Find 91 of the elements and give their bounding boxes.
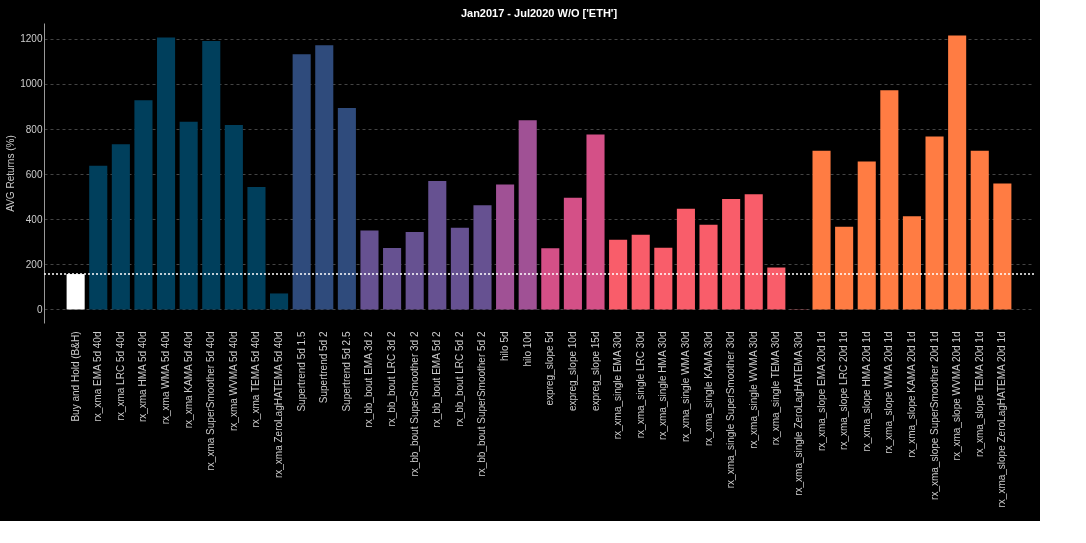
x-tick-label: rx_xma_slope TEMA 20d 1d: [973, 331, 985, 457]
y-tick-label: 1200: [20, 33, 43, 45]
x-tick-label: rx_xma TEMA 5d 40d: [250, 331, 262, 428]
bar: [202, 41, 221, 310]
x-tick-label: rx_bb_bout EMA 5d 2: [431, 331, 443, 428]
x-tick-label: rx_xma_slope KAMA 20d 1d: [905, 331, 917, 458]
bar: [518, 120, 537, 310]
bar: [315, 45, 334, 310]
x-tick-label: rx_xma_slope WVMA 20d 1d: [951, 331, 963, 461]
bar: [541, 248, 560, 310]
bar: [812, 150, 831, 310]
chart-title: Jan2017 - Jul2020 W/O ['ETH']: [460, 7, 618, 19]
bar: [157, 37, 176, 310]
y-tick-label: 0: [36, 303, 43, 315]
bar: [383, 248, 402, 310]
x-tick-label: Buy and Hold (B&H): [69, 331, 81, 422]
x-tick-label: rx_xma_slope LRC 20d 1d: [838, 331, 850, 450]
x-tick-label: expreg_slope 5d: [544, 331, 556, 406]
x-tick-label: rx_xma_single WMA 30d: [679, 331, 691, 443]
y-tick-label: 200: [25, 258, 43, 270]
bar: [111, 144, 130, 310]
x-tick-label: expreg_slope 15d: [589, 331, 601, 412]
bar: [405, 232, 424, 310]
x-tick-label: Supertrend 5d 2: [318, 331, 330, 404]
x-tick-label: rx_xma_single TEMA 30d: [770, 331, 782, 446]
bar: [857, 161, 876, 310]
bar: [224, 124, 243, 310]
x-tick-label: rx_xma_single LRC 30d: [634, 331, 646, 439]
x-tick-label: rx_xma WMA 5d 40d: [160, 331, 172, 425]
bar: [428, 181, 447, 310]
bar: [247, 186, 266, 310]
x-tick-label: rx_xma_slope EMA 20d 1d: [815, 331, 827, 452]
bar: [902, 216, 921, 310]
bar: [767, 267, 786, 310]
x-tick-label: rx_xma HMA 5d 40d: [137, 331, 149, 423]
x-tick-label: rx_xma_single HMA 30d: [657, 331, 669, 440]
x-tick-label: rx_xma_single SuperSmoother 30d: [725, 331, 737, 489]
bar: [631, 234, 650, 310]
x-tick-label: hilo 10d: [521, 331, 533, 367]
bar: [496, 184, 515, 310]
x-tick-label: hilo 5d: [499, 331, 511, 361]
bar: [270, 293, 289, 310]
bar: [179, 121, 198, 310]
x-tick-label: rx_xma_slope WMA 20d 1d: [883, 331, 895, 454]
bar: [586, 134, 605, 310]
x-tick-label: Supertrend 5d 2.5: [340, 331, 352, 412]
y-axis-title: AVG Returns (%): [5, 135, 17, 212]
x-tick-label: expreg_slope 10d: [566, 331, 578, 412]
x-tick-label: rx_bb_bout LRC 3d 2: [386, 331, 398, 427]
y-tick-label: 400: [25, 213, 43, 225]
x-tick-label: rx_xma_slope ZeroLagHATEMA 20d 1d: [996, 331, 1008, 508]
bar: [473, 205, 492, 310]
x-tick-label: rx_xma WVMA 5d 40d: [227, 331, 239, 431]
bar: [563, 197, 582, 310]
bar: [676, 208, 695, 310]
bar: [134, 100, 153, 310]
x-tick-label: rx_xma KAMA 5d 40d: [182, 331, 194, 429]
bar: [880, 90, 899, 310]
bar: [699, 224, 718, 310]
bar: [450, 227, 469, 310]
x-tick-label: rx_bb_bout EMA 3d 2: [363, 331, 375, 428]
x-tick-label: rx_xma LRC 5d 40d: [114, 331, 126, 421]
x-tick-label: rx_xma_slope HMA 20d 1d: [860, 331, 872, 452]
x-tick-label: rx_xma_slope SuperSmoother 20d 1d: [928, 331, 940, 500]
x-tick-label: rx_bb_bout LRC 5d 2: [453, 331, 465, 427]
bar: [89, 165, 108, 310]
x-tick-label: rx_bb_bout SuperSmoother 3d 2: [408, 331, 420, 477]
y-tick-label: 1000: [20, 78, 43, 90]
x-tick-label: Supertrend 5d 1.5: [295, 331, 307, 412]
x-tick-label: rx_xma_single EMA 30d: [612, 331, 624, 440]
x-tick-label: rx_xma_single KAMA 30d: [702, 331, 714, 447]
bar: [337, 108, 356, 310]
bar: [948, 35, 967, 310]
bar: [993, 183, 1012, 310]
x-tick-label: rx_xma EMA 5d 40d: [92, 331, 104, 422]
x-tick-label: rx_bb_bout SuperSmoother 5d 2: [476, 331, 488, 477]
bar: [609, 239, 628, 310]
x-tick-label: rx_xma_single WVMA 30d: [747, 331, 759, 449]
bar: [292, 54, 311, 310]
bar: [970, 150, 989, 310]
bar: [835, 226, 854, 310]
x-tick-label: rx_xma SuperSmoother 5d 40d: [205, 331, 217, 471]
bar: [744, 194, 763, 310]
bar: [925, 136, 944, 310]
bar: [654, 247, 673, 310]
bar: [360, 230, 379, 310]
bar: [722, 198, 741, 310]
x-tick-label: rx_xma_single ZeroLagHATEMA 30d: [792, 331, 804, 496]
x-tick-label: rx_xma ZeroLagHATEMA 5d 40d: [273, 331, 285, 479]
y-tick-label: 600: [25, 168, 43, 180]
y-tick-label: 800: [25, 123, 43, 135]
